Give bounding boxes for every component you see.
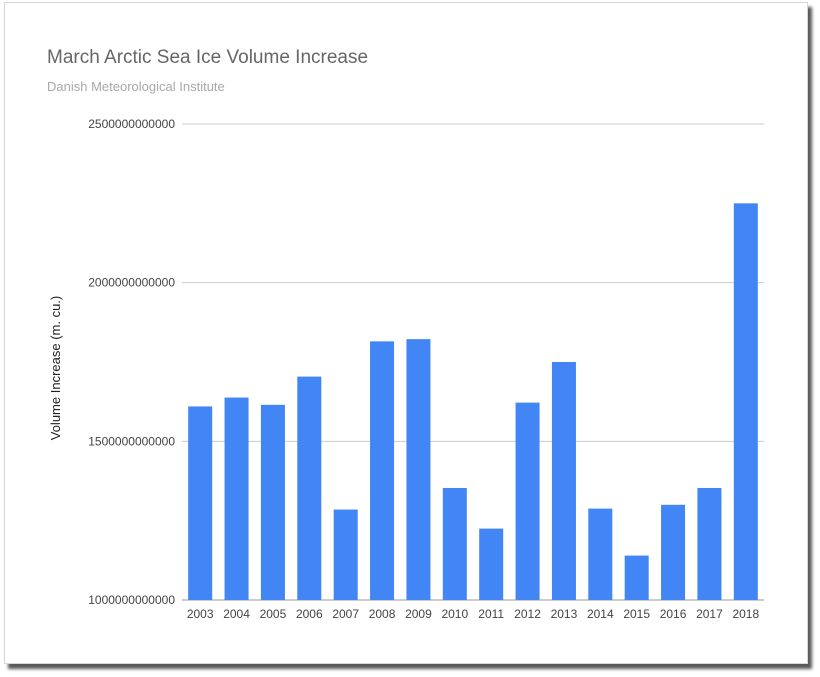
y-axis-label: Volume Increase (m. cu.) (48, 296, 63, 441)
x-tick-label: 2008 (369, 607, 396, 621)
bar-2015 (624, 555, 649, 600)
chart-frame: March Arctic Sea Ice Volume Increase Dan… (4, 2, 808, 664)
chart-subtitle: Danish Meteorological Institute (47, 79, 225, 94)
x-tick-label: 2010 (441, 607, 468, 621)
x-category-labels: 2003 2004 2005 2006 2007 2008 2009 2010 2011 2012… (187, 607, 760, 621)
bar-2010 (442, 487, 467, 600)
bars (188, 203, 758, 601)
x-tick-label: 2017 (696, 607, 723, 621)
x-tick-label: 2006 (296, 607, 323, 621)
x-tick-label: 2016 (660, 607, 687, 621)
x-tick-label: 2005 (260, 607, 287, 621)
bar-2012 (515, 402, 540, 600)
bar-2003 (188, 406, 213, 600)
x-tick-label: 2013 (551, 607, 578, 621)
y-tick-label: 2000000000000 (88, 276, 175, 290)
bar-2004 (224, 397, 249, 600)
y-tick-label: 1500000000000 (88, 434, 175, 448)
bar-2009 (406, 339, 431, 600)
x-tick-label: 2018 (732, 607, 759, 621)
chart-title: March Arctic Sea Ice Volume Increase (47, 47, 369, 68)
x-tick-label: 2015 (623, 607, 650, 621)
bar-2008 (370, 341, 395, 600)
bar-2006 (297, 376, 322, 600)
bar-2007 (333, 509, 358, 600)
y-tick-label: 2500000000000 (88, 117, 175, 131)
x-tick-label: 2009 (405, 607, 432, 621)
bar-2011 (479, 528, 504, 600)
x-tick-label: 2004 (223, 607, 250, 621)
bar-2018 (733, 203, 758, 601)
bar-2016 (661, 504, 686, 600)
bar-2017 (697, 487, 722, 600)
bar-2014 (588, 508, 613, 600)
x-tick-label: 2012 (514, 607, 541, 621)
y-tick-labels: 1000000000000 1500000000000 2000000000000 2… (88, 117, 175, 607)
x-tick-label: 2014 (587, 607, 614, 621)
bar-2013 (551, 362, 576, 600)
bar-2005 (260, 404, 285, 600)
x-tick-label: 2011 (478, 607, 504, 621)
x-tick-label: 2003 (187, 607, 214, 621)
y-tick-label: 1000000000000 (88, 593, 175, 607)
x-tick-label: 2007 (332, 607, 359, 621)
